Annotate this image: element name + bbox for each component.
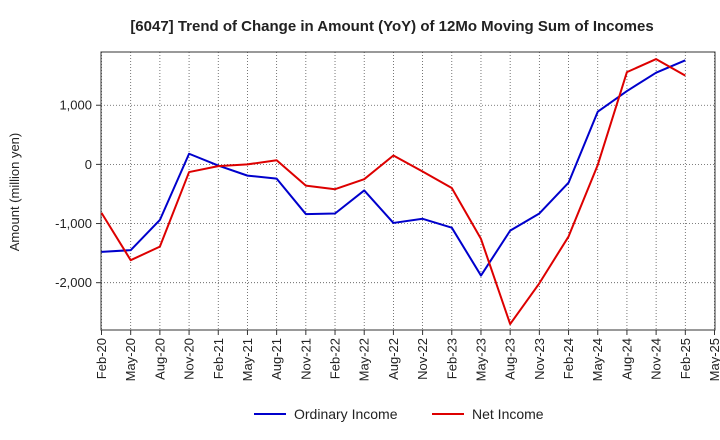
x-tick-label: Feb-23 [444,338,459,379]
y-tick-label: 0 [85,157,92,172]
plot-frame [100,51,716,331]
x-tick-label: May-23 [473,338,488,381]
x-tick-label: Aug-20 [152,338,167,380]
x-tick-label: Nov-24 [649,338,664,380]
legend: Ordinary Income Net Income [254,406,544,422]
x-tick-label: May-22 [357,338,372,381]
y-tick-label: 1,000 [59,98,92,113]
plot-background [101,52,715,330]
x-tick-label: Feb-22 [328,338,343,379]
x-tick-label: Feb-20 [94,338,109,379]
x-tick-label: May-25 [707,338,720,381]
x-tick-label: Aug-24 [619,338,634,380]
x-tick-label: May-21 [240,338,255,381]
x-tick-label: Nov-22 [415,338,430,380]
x-tick-label: Aug-22 [386,338,401,380]
x-tick-label: Aug-21 [269,338,284,380]
x-tick-label: Aug-23 [503,338,518,380]
y-axis-label: Amount (million yen) [7,133,22,252]
x-tick-label: Feb-25 [678,338,693,379]
x-tick-label: May-20 [123,338,138,381]
x-tick-label: Feb-24 [561,338,576,379]
plot-area: 1,000 0 -1,000 -2,000 Feb-20 May-20 Aug-20 Nov-… [55,51,720,381]
legend-label-net-income: Net Income [472,406,544,422]
net-income-line [100,58,686,326]
x-tick-label: Nov-20 [182,338,197,380]
ordinary-income-line [101,59,686,277]
chart-title: [6047] Trend of Change in Amount (YoY) o… [130,18,653,35]
y-tick-label: -2,000 [55,275,92,290]
legend-label-ordinary-income: Ordinary Income [294,406,398,422]
y-tick-label: -1,000 [55,216,92,231]
x-tick-label: May-24 [590,338,605,381]
x-tick-label: Nov-21 [298,338,313,380]
x-tick-label: Feb-21 [211,338,226,379]
x-tick-label: Nov-23 [532,338,547,380]
